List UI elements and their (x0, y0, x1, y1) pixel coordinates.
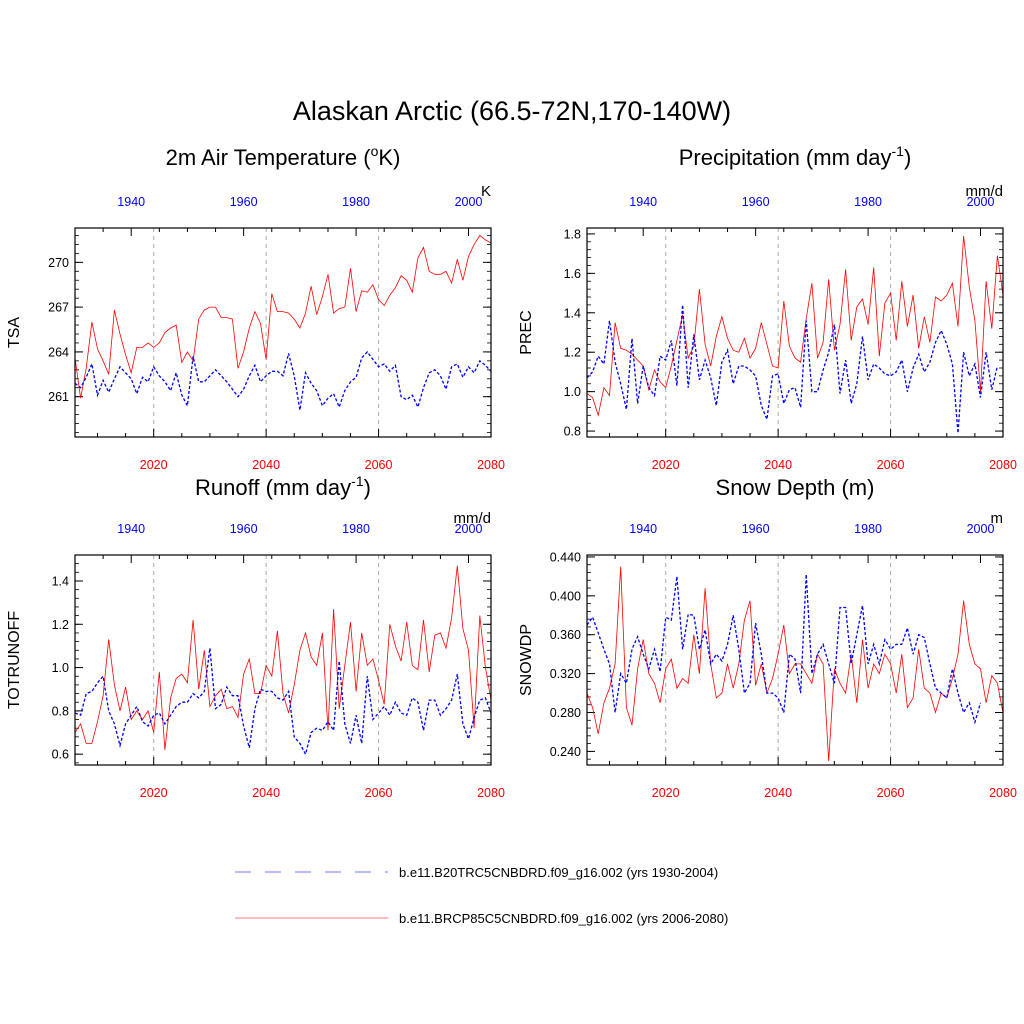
x-top-tick-label: 1940 (117, 195, 145, 209)
y-tick-label: 0.360 (550, 628, 581, 642)
x-bottom-tick-label: 2040 (764, 458, 792, 472)
units-label-prec: mm/d (966, 183, 1004, 200)
y-tick-label: 1.6 (564, 267, 581, 281)
y-tick-label: 1.4 (564, 306, 581, 320)
chart-panels: 2m Air Temperature (oK) K TSA 261 264 267 270 2… (6, 143, 1017, 800)
x-top-tick-label: 2000 (455, 195, 483, 209)
y-tick-label: 264 (48, 345, 69, 359)
x-bottom-tick-label: 2060 (877, 786, 905, 800)
y-axis-label-tsa: TSA (6, 317, 23, 348)
y-tick-label: 0.6 (52, 748, 69, 762)
x-bottom-tick-label: 2040 (252, 458, 280, 472)
x-top-tick-label: 1960 (230, 195, 258, 209)
x-bottom-tick-label: 2080 (477, 786, 505, 800)
panel-title-superscript: -1 (351, 473, 364, 489)
x-bottom-tick-label: 2040 (252, 786, 280, 800)
panel-title-end: ) (364, 475, 371, 500)
units-label-tsa: K (481, 183, 491, 200)
x-bottom-tick-label: 2040 (764, 786, 792, 800)
y-tick-label: 270 (48, 256, 69, 270)
x-top-tick-label: 2000 (455, 522, 483, 536)
y-tick-label: 0.400 (550, 589, 581, 603)
y-tick-label: 0.8 (52, 704, 69, 718)
x-top-tick-label: 1940 (629, 195, 657, 209)
y-tick-label: 0.8 (564, 425, 581, 439)
plot-frame-prec (586, 227, 1004, 438)
panel-title-superscript: o (371, 143, 379, 159)
x-top-tick-label: 1940 (629, 522, 657, 536)
x-top-tick-label: 1980 (342, 522, 370, 536)
plot-frame-snowdp (586, 554, 1004, 766)
x-top-tick-label: 1960 (742, 195, 770, 209)
x-bottom-tick-label: 2080 (477, 458, 505, 472)
historical-series-line-tsa (75, 350, 491, 411)
y-axis-label-runoff: TOTRUNOFF (6, 611, 23, 710)
plot-frame-tsa (74, 227, 492, 438)
panel-title-snowdp: Snow Depth (m) (716, 475, 875, 500)
y-tick-label: 0.320 (550, 667, 581, 681)
y-tick-label: 0.440 (550, 550, 581, 564)
y-tick-label: 261 (48, 390, 69, 404)
y-tick-label: 1.0 (52, 661, 69, 675)
y-tick-label: 1.2 (52, 618, 69, 632)
y-tick-label: 1.4 (52, 574, 69, 588)
x-bottom-tick-label: 2020 (652, 458, 680, 472)
x-bottom-tick-label: 2080 (989, 786, 1017, 800)
panel-title-end: K) (378, 145, 400, 170)
y-axis-label-prec: PREC (518, 310, 535, 354)
y-tick-label: 267 (48, 301, 69, 315)
historical-series-line-runoff (75, 648, 491, 757)
panel-title-superscript: -1 (891, 143, 904, 159)
panel-title-prec: Precipitation (mm day-1) (679, 143, 912, 170)
panel-runoff: Runoff (mm day-1) mm/d TOTRUNOFF 0.6 0.8 1.0 1… (6, 473, 505, 800)
x-bottom-tick-label: 2020 (140, 458, 168, 472)
x-bottom-tick-label: 2060 (877, 458, 905, 472)
panel-title-main: Snow Depth (m) (716, 475, 875, 500)
panel-title-runoff: Runoff (mm day-1) (195, 473, 371, 500)
x-top-tick-label: 1940 (117, 522, 145, 536)
historical-series-line-prec (587, 304, 999, 434)
x-top-tick-label: 2000 (967, 195, 995, 209)
legend: b.e11.B20TRC5CNBDRD.f09_g16.002 (yrs 193… (235, 865, 728, 926)
y-tick-label: 1.2 (564, 346, 581, 360)
y-tick-label: 0.280 (550, 706, 581, 720)
panel-title-main: Precipitation (mm day (679, 145, 892, 170)
main-title: Alaskan Arctic (66.5-72N,170-140W) (293, 96, 731, 126)
x-bottom-tick-label: 2020 (140, 786, 168, 800)
x-bottom-tick-label: 2060 (365, 786, 393, 800)
future-series-line-tsa (75, 234, 491, 399)
x-top-tick-label: 1960 (742, 522, 770, 536)
y-axis-label-snowdp: SNOWDP (518, 624, 535, 696)
y-tick-label: 1.8 (564, 227, 581, 241)
legend-label-future: b.e11.BRCP85C5CNBDRD.f09_g16.002 (yrs 20… (399, 911, 728, 926)
x-top-tick-label: 1980 (342, 195, 370, 209)
future-series-line-prec (587, 235, 1003, 417)
panel-prec: Precipitation (mm day-1) mm/d PREC 0.8 1.0 1.… (518, 143, 1017, 472)
future-series-line-snowdp (587, 566, 1003, 762)
units-label-snowdp: m (991, 510, 1004, 527)
x-bottom-tick-label: 2080 (989, 458, 1017, 472)
x-top-tick-label: 1960 (230, 522, 258, 536)
x-top-tick-label: 2000 (967, 522, 995, 536)
future-series-line-runoff (75, 565, 491, 750)
panel-title-end: ) (904, 145, 911, 170)
x-bottom-tick-label: 2020 (652, 786, 680, 800)
plot-frame-runoff (74, 554, 492, 766)
x-top-tick-label: 1980 (854, 195, 882, 209)
historical-series-line-snowdp (587, 574, 982, 725)
legend-label-historical: b.e11.B20TRC5CNBDRD.f09_g16.002 (yrs 193… (399, 865, 718, 880)
units-label-runoff: mm/d (454, 510, 492, 527)
panel-title-main: 2m Air Temperature ( (166, 145, 372, 170)
panel-title-tsa: 2m Air Temperature (oK) (166, 143, 401, 170)
y-tick-label: 1.0 (564, 385, 581, 399)
x-bottom-tick-label: 2060 (365, 458, 393, 472)
y-tick-label: 0.240 (550, 745, 581, 759)
panel-tsa: 2m Air Temperature (oK) K TSA 261 264 267 270 2… (6, 143, 505, 472)
panel-snowdp: Snow Depth (m) m SNOWDP 0.240 0.280 0.320 0.36… (518, 475, 1017, 800)
panel-title-main: Runoff (mm day (195, 475, 351, 500)
x-top-tick-label: 1980 (854, 522, 882, 536)
